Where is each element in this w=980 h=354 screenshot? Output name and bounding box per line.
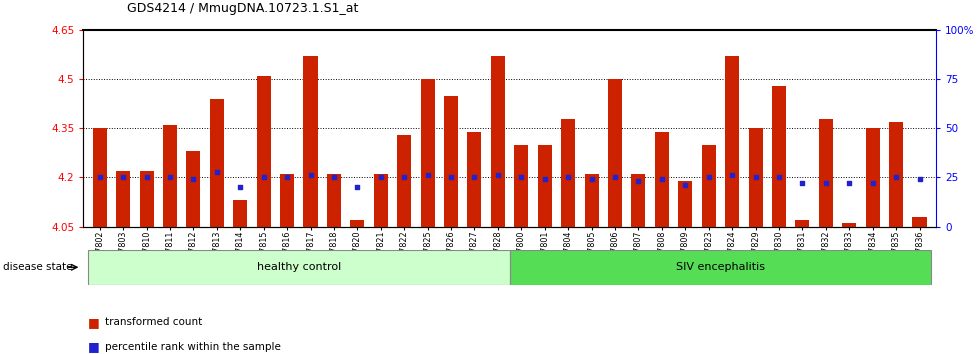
Bar <box>702 145 715 227</box>
Point <box>864 181 880 186</box>
Point <box>162 175 177 180</box>
Point <box>443 175 459 180</box>
Point <box>537 177 553 182</box>
Text: ■: ■ <box>88 341 100 353</box>
Bar <box>420 79 435 227</box>
Point <box>303 173 318 178</box>
Bar <box>304 56 318 227</box>
Bar <box>749 129 762 227</box>
Bar <box>562 119 575 227</box>
Point <box>795 181 810 186</box>
Point <box>630 178 646 184</box>
Text: ■: ■ <box>88 316 100 329</box>
Bar <box>373 174 388 227</box>
Bar <box>608 79 622 227</box>
Bar <box>444 96 458 227</box>
Point <box>185 177 201 182</box>
Point <box>116 175 131 180</box>
Point <box>326 175 342 180</box>
Bar <box>327 174 341 227</box>
Bar <box>350 220 365 227</box>
Bar <box>491 56 505 227</box>
Point <box>350 184 366 190</box>
Bar <box>655 132 669 227</box>
Bar <box>912 217 926 227</box>
Bar <box>772 86 786 227</box>
Bar <box>93 129 107 227</box>
Bar <box>257 76 270 227</box>
Bar <box>842 223 857 227</box>
Bar <box>163 125 177 227</box>
Bar <box>116 171 130 227</box>
Point <box>842 181 858 186</box>
Bar <box>889 122 904 227</box>
Point <box>911 177 927 182</box>
Bar <box>678 181 692 227</box>
Bar <box>584 174 599 227</box>
Point <box>209 169 224 175</box>
Point <box>561 175 576 180</box>
Point <box>92 175 108 180</box>
Text: healthy control: healthy control <box>257 262 341 272</box>
Point <box>608 175 623 180</box>
Bar <box>467 132 481 227</box>
Bar <box>510 250 931 285</box>
Bar <box>210 99 223 227</box>
Bar <box>514 145 528 227</box>
Bar <box>280 174 294 227</box>
Point <box>818 181 834 186</box>
Bar <box>818 119 833 227</box>
Bar <box>725 56 739 227</box>
Text: transformed count: transformed count <box>105 317 202 327</box>
Point <box>256 175 271 180</box>
Bar <box>186 151 201 227</box>
Point <box>888 175 904 180</box>
Point <box>748 175 763 180</box>
Bar <box>538 145 552 227</box>
Bar <box>88 250 510 285</box>
Point <box>584 177 600 182</box>
Text: SIV encephalitis: SIV encephalitis <box>676 262 765 272</box>
Bar <box>139 171 154 227</box>
Text: GDS4214 / MmugDNA.10723.1.S1_at: GDS4214 / MmugDNA.10723.1.S1_at <box>127 2 359 15</box>
Point <box>677 182 693 188</box>
Point <box>232 184 248 190</box>
Point <box>373 175 389 180</box>
Point <box>490 173 506 178</box>
Point <box>279 175 295 180</box>
Point <box>514 175 529 180</box>
Point <box>419 173 435 178</box>
Bar <box>233 200 247 227</box>
Bar <box>796 220 809 227</box>
Text: percentile rank within the sample: percentile rank within the sample <box>105 342 280 352</box>
Point <box>771 175 787 180</box>
Point <box>466 175 482 180</box>
Text: disease state: disease state <box>3 262 73 272</box>
Point <box>724 173 740 178</box>
Point <box>139 175 155 180</box>
Point <box>654 177 669 182</box>
Bar <box>865 129 880 227</box>
Bar <box>397 135 412 227</box>
Bar <box>631 174 646 227</box>
Point <box>701 175 716 180</box>
Point <box>396 175 412 180</box>
